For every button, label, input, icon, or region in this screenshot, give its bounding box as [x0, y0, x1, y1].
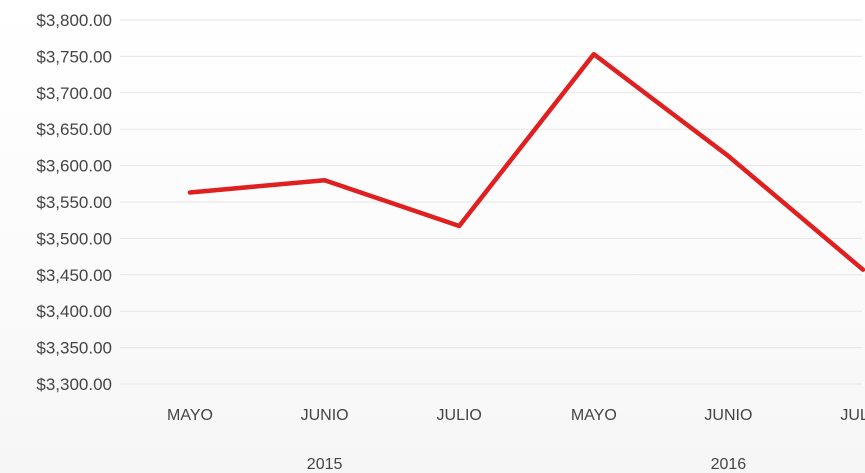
y-tick-label: $3,650.00: [36, 120, 112, 139]
y-tick-label: $3,750.00: [36, 47, 112, 66]
x-tick-label: MAYO: [571, 407, 617, 424]
y-tick-label: $3,350.00: [36, 339, 112, 358]
y-axis-ticks: $3,300.00 $3,350.00 $3,400.00 $3,450.00 $3,5…: [36, 11, 112, 394]
y-tick-label: $3,400.00: [36, 302, 112, 321]
x-tick-label: JUNIO: [704, 407, 752, 424]
x-tick-label: JULIO: [840, 407, 865, 424]
y-tick-label: $3,700.00: [36, 84, 112, 103]
x-tick-label: JULIO: [437, 407, 482, 424]
x-axis-groups: 2015 2016: [307, 456, 746, 473]
y-tick-label: $3,450.00: [36, 266, 112, 285]
series-lines: [187, 51, 865, 272]
x-tick-label: JUNIO: [301, 407, 349, 424]
y-tick-label: $3,550.00: [36, 193, 112, 212]
series-line: [187, 51, 865, 272]
gridlines: [120, 19, 862, 385]
y-tick-label: $3,300.00: [36, 375, 112, 394]
x-axis-ticks: MAYO JUNIO JULIO MAYO JUNIO JULIO: [167, 407, 865, 424]
y-tick-label: $3,800.00: [36, 11, 112, 30]
x-tick-label: MAYO: [167, 407, 213, 424]
y-tick-label: $3,600.00: [36, 157, 112, 176]
x-group-label: 2015: [307, 456, 343, 473]
y-tick-label: $3,500.00: [36, 229, 112, 248]
x-group-label: 2016: [711, 456, 747, 473]
